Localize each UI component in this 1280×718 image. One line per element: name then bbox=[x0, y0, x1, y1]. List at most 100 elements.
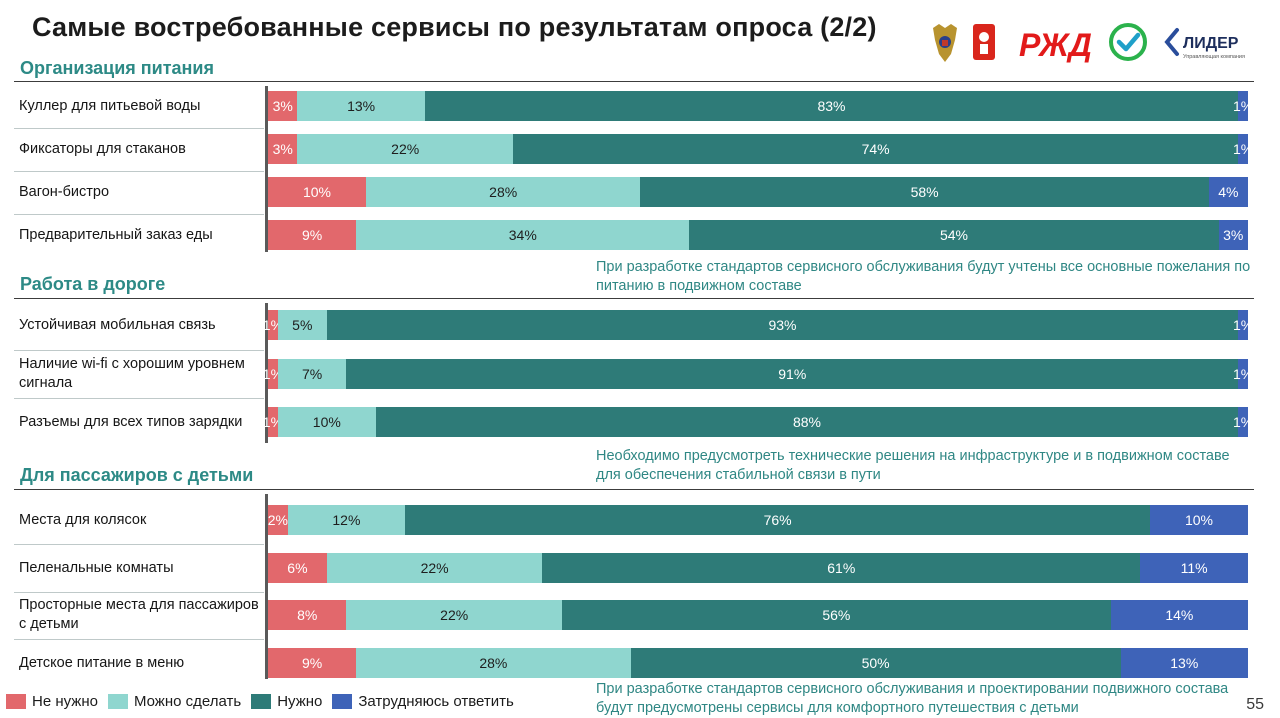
data-label: 5% bbox=[292, 317, 313, 333]
data-label: 13% bbox=[1170, 655, 1199, 671]
bar-segment: 13% bbox=[297, 91, 425, 121]
category-label: Куллер для питьевой воды bbox=[19, 97, 201, 114]
data-label: 93% bbox=[768, 317, 797, 333]
data-label: 3% bbox=[272, 141, 293, 157]
bar-segment: 10% bbox=[268, 177, 366, 207]
category-label: Наличие wi-fi с хорошим уровнем сигнала bbox=[19, 356, 245, 391]
data-label: 7% bbox=[301, 366, 323, 382]
legend-item-can-do: Можно сделать bbox=[107, 693, 241, 710]
section-title-food: Организация питания bbox=[20, 58, 215, 78]
bar-segment: 11% bbox=[1140, 553, 1248, 583]
section-title-children: Для пассажиров с детьми bbox=[20, 465, 254, 485]
row-separator bbox=[14, 398, 264, 399]
stacked-bar: 3% 22% 74% 1% bbox=[268, 134, 1253, 164]
data-label: 8% bbox=[297, 607, 318, 623]
legend-item-needed: Нужно bbox=[251, 693, 322, 710]
coat-of-arms-icon bbox=[933, 24, 957, 62]
data-label: 28% bbox=[489, 184, 518, 200]
bar-segment: 8% bbox=[268, 600, 347, 630]
data-label: 4% bbox=[1218, 184, 1239, 200]
data-label: 11% bbox=[1180, 560, 1208, 576]
bar-segment: 7% bbox=[277, 359, 347, 389]
data-label: 22% bbox=[391, 141, 420, 157]
rzd-logo: РЖД bbox=[1019, 27, 1092, 63]
bar-segment: 93% bbox=[326, 310, 1239, 340]
stacked-bar: 2% 12% 76% 10% bbox=[268, 505, 1248, 535]
moscow-emblem-icon bbox=[973, 24, 995, 60]
bar-segment: 1% bbox=[1233, 407, 1253, 437]
chart-axis bbox=[265, 494, 268, 679]
data-label: 74% bbox=[861, 141, 890, 157]
bar-segment: 6% bbox=[268, 553, 327, 583]
data-label: 9% bbox=[301, 655, 323, 671]
data-label: 12% bbox=[332, 512, 361, 528]
bar-segment: 74% bbox=[512, 134, 1239, 164]
bar-segment: 54% bbox=[689, 220, 1219, 250]
bar-segment: 3% bbox=[268, 91, 298, 121]
bar-segment: 1% bbox=[263, 310, 283, 340]
row-separator bbox=[14, 214, 264, 215]
data-label: 56% bbox=[822, 607, 851, 623]
stacked-bar: 8% 22% 56% 14% bbox=[268, 600, 1248, 630]
chart-axis bbox=[265, 303, 268, 443]
bar-segment: 1% bbox=[1233, 359, 1253, 389]
data-label: 10% bbox=[302, 184, 332, 200]
chart-legend: Не нужно Можно сделать Нужно Затрудняюсь… bbox=[6, 693, 514, 710]
category-label: Просторные места для пассажиров с детьми bbox=[19, 597, 259, 632]
bar-segment: 4% bbox=[1208, 177, 1248, 207]
stacked-bar: 1% 7% 91% 1% bbox=[263, 359, 1253, 389]
bar-segment: 61% bbox=[542, 553, 1141, 583]
chart-axis bbox=[265, 86, 268, 252]
legend-swatch bbox=[6, 694, 26, 709]
bar-segment: 9% bbox=[268, 220, 357, 250]
stacked-bar: 3% 13% 83% 1% bbox=[268, 91, 1253, 121]
bar-segment: 56% bbox=[561, 600, 1111, 630]
stacked-bar: 10% 28% 58% 4% bbox=[268, 177, 1248, 207]
data-label: 58% bbox=[910, 184, 939, 200]
bar-segment: 22% bbox=[297, 134, 513, 164]
bar-segment: 14% bbox=[1110, 600, 1248, 630]
legend-label: Нужно bbox=[277, 693, 323, 710]
data-label: 1% bbox=[1232, 141, 1254, 157]
bar-segment: 3% bbox=[1218, 220, 1248, 250]
bar-segment: 9% bbox=[268, 648, 357, 678]
bar-segment: 1% bbox=[1233, 91, 1253, 121]
stacked-bar: 9% 28% 50% 13% bbox=[268, 648, 1248, 678]
note-food: При разработке стандартов сервисного обс… bbox=[596, 259, 1251, 294]
legend-item-unsure: Затрудняюсь ответить bbox=[332, 693, 514, 710]
bar-segment: 5% bbox=[277, 310, 327, 340]
bar-segment: 1% bbox=[263, 359, 283, 389]
data-label: 14% bbox=[1165, 607, 1194, 623]
bar-segment: 3% bbox=[268, 134, 298, 164]
legend-swatch bbox=[332, 694, 353, 709]
bar-segment: 91% bbox=[346, 359, 1239, 389]
category-label: Устойчивая мобильная связь bbox=[19, 316, 216, 333]
bar-segment: 10% bbox=[1149, 505, 1248, 535]
row-separator bbox=[14, 592, 264, 593]
data-label: 10% bbox=[312, 414, 341, 430]
bar-segment: 22% bbox=[346, 600, 562, 630]
bar-segment: 22% bbox=[326, 553, 543, 583]
data-label: 28% bbox=[479, 655, 508, 671]
data-label: 10% bbox=[1184, 512, 1213, 528]
data-label: 61% bbox=[827, 560, 856, 576]
bar-segment: 34% bbox=[356, 220, 690, 250]
stacked-bar: 1% 10% 88% 1% bbox=[263, 407, 1253, 437]
bar-segment: 12% bbox=[287, 505, 406, 535]
data-label: 54% bbox=[939, 227, 968, 243]
data-label: 1% bbox=[1232, 414, 1254, 430]
data-label: 22% bbox=[420, 560, 449, 576]
category-label: Пеленальные комнаты bbox=[19, 559, 174, 576]
stacked-bar: 1% 5% 93% 1% bbox=[263, 310, 1253, 340]
logos: РЖД ЛИДЕР Управляющая компания bbox=[933, 23, 1245, 63]
category-label: Места для колясок bbox=[19, 511, 147, 528]
bar-segment: 28% bbox=[356, 648, 631, 678]
bar-segment: 1% bbox=[1233, 134, 1253, 164]
data-label: 6% bbox=[287, 560, 308, 576]
row-separator bbox=[14, 171, 264, 172]
data-label: 1% bbox=[1232, 98, 1254, 114]
category-label: Фиксаторы для стаканов bbox=[19, 140, 186, 157]
note-travel: Необходимо предусмотреть технические реш… bbox=[596, 448, 1230, 483]
section-divider bbox=[14, 298, 1254, 299]
bar-segment: 88% bbox=[375, 407, 1239, 437]
